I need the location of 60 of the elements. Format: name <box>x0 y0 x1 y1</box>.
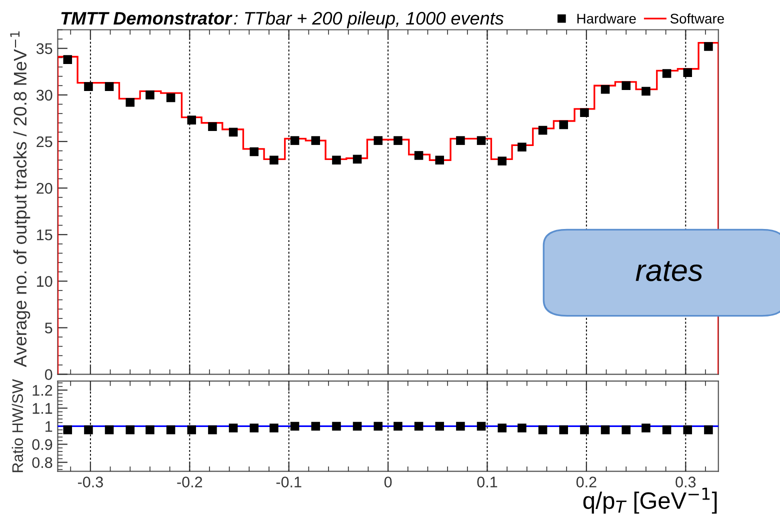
point <box>538 126 548 135</box>
point <box>352 154 362 164</box>
point <box>622 81 631 90</box>
y-axis-title: Average no. of output tracks / 20.8 MeV$^{−1}$ <box>10 31 30 368</box>
annotation: rates <box>636 261 703 282</box>
point <box>228 128 238 137</box>
legend-label: Software <box>670 13 724 24</box>
point <box>600 84 610 94</box>
x-tick-label: -0.2 <box>177 476 202 488</box>
point <box>704 42 713 51</box>
x-tick-label: 0.2 <box>576 476 596 488</box>
x-tick-label: -0.1 <box>276 476 302 488</box>
x-tick-label: -0.3 <box>78 476 103 488</box>
chart-title: TMTT Demonstrator <box>61 12 232 25</box>
point <box>559 120 568 130</box>
point <box>518 142 526 152</box>
point <box>435 156 444 165</box>
point <box>84 82 93 91</box>
point <box>476 136 486 145</box>
point <box>332 156 341 165</box>
y-tick-label: 30 <box>36 90 52 101</box>
point <box>683 68 692 77</box>
y-tick-label: 20 <box>36 182 52 194</box>
chart-subtitle: : TTbar + 200 pileup, 1000 events <box>234 11 504 28</box>
y-axis-title: Ratio HW/SW <box>12 379 24 472</box>
y-tick-label: 1.2 <box>32 384 52 396</box>
y-tick-label: 0.8 <box>32 457 52 468</box>
point <box>250 147 259 156</box>
x-tick-label: 0.3 <box>676 476 696 488</box>
point <box>414 151 424 160</box>
point <box>270 156 278 165</box>
point <box>104 82 114 91</box>
point <box>662 69 672 78</box>
point <box>394 136 402 145</box>
point <box>456 136 465 145</box>
y-tick-label: 25 <box>36 136 52 148</box>
point <box>208 122 217 131</box>
point <box>63 55 72 64</box>
y-tick-label: 1 <box>46 421 52 432</box>
y-tick-label: 5 <box>44 322 52 334</box>
point <box>374 136 383 145</box>
x-axis-title: q/p$_{T}$ [GeV$^{−1}$] <box>583 488 717 514</box>
point <box>126 98 135 107</box>
point <box>311 136 320 145</box>
y-tick-label: 0 <box>44 369 52 380</box>
point <box>166 93 176 102</box>
point <box>580 108 589 118</box>
legend-label: Hardware <box>577 13 636 24</box>
point <box>187 116 196 124</box>
point <box>642 86 650 96</box>
y-tick-label: 1.1 <box>32 403 52 414</box>
x-tick-label: 0.1 <box>477 476 498 488</box>
point <box>290 136 300 145</box>
point <box>146 90 154 100</box>
y-tick-label: 35 <box>36 43 52 54</box>
point <box>498 156 507 166</box>
y-tick-label: 15 <box>37 230 52 240</box>
x-tick-label: 0 <box>384 476 392 488</box>
y-tick-label: 0.9 <box>32 439 52 450</box>
y-tick-label: 10 <box>37 276 52 287</box>
